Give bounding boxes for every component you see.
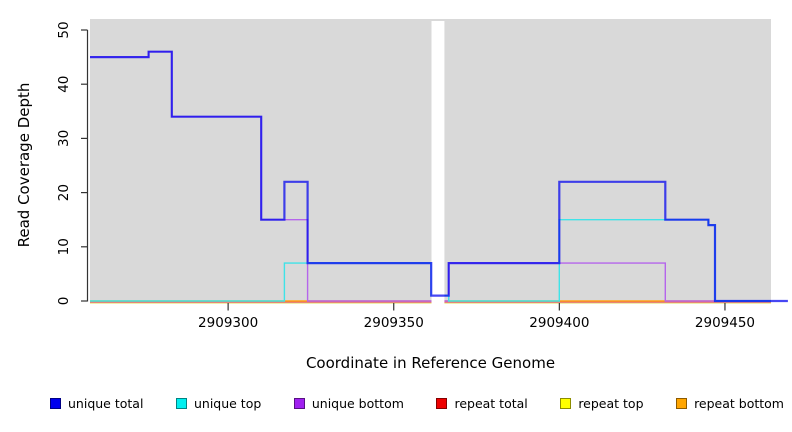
x-tick-label: 2909300 (198, 315, 258, 331)
y-tick-label: 10 (56, 238, 72, 255)
legend-item-unique-top: unique top (175, 396, 262, 411)
repeat-bottom-swatch-icon (676, 398, 688, 409)
y-tick-label: 40 (56, 76, 72, 93)
unique-top-swatch-icon (175, 398, 187, 409)
repeat-top-swatch-icon (560, 398, 572, 409)
x-tick-label: 2909400 (529, 315, 589, 331)
legend-item-unique-total: unique total (50, 396, 143, 411)
x-tick-label: 2909350 (364, 315, 424, 331)
y-tick-label: 0 (56, 297, 72, 306)
x-axis-title: Coordinate in Reference Genome (305, 354, 556, 372)
plot-background (90, 19, 771, 302)
legend-item-repeat-top: repeat top (560, 396, 644, 411)
y-tick-label: 20 (56, 184, 72, 201)
legend-item-repeat-total: repeat total (436, 396, 528, 411)
y-tick-label: 30 (56, 130, 72, 147)
legend-label: unique total (68, 396, 144, 411)
legend-label: repeat total (454, 396, 528, 411)
unique-total-swatch-icon (50, 398, 61, 409)
legend-label: unique top (193, 396, 262, 411)
chart-legend: unique total unique top unique bottom re… (50, 396, 784, 411)
legend-label: unique bottom (311, 396, 404, 411)
y-axis-title: Read Coverage Depth (15, 82, 33, 248)
x-tick-label: 2909450 (695, 315, 755, 331)
repeat-total-swatch-icon (436, 398, 448, 409)
unique-bottom-swatch-icon (293, 398, 305, 409)
series-line-unique-total (90, 50, 788, 303)
legend-label: repeat bottom (694, 396, 784, 411)
legend-label: repeat top (578, 396, 644, 411)
legend-item-repeat-bottom: repeat bottom (676, 396, 784, 411)
no-data-gap (431, 21, 445, 307)
y-tick-label: 50 (56, 21, 72, 38)
legend-item-unique-bottom: unique bottom (293, 396, 404, 411)
